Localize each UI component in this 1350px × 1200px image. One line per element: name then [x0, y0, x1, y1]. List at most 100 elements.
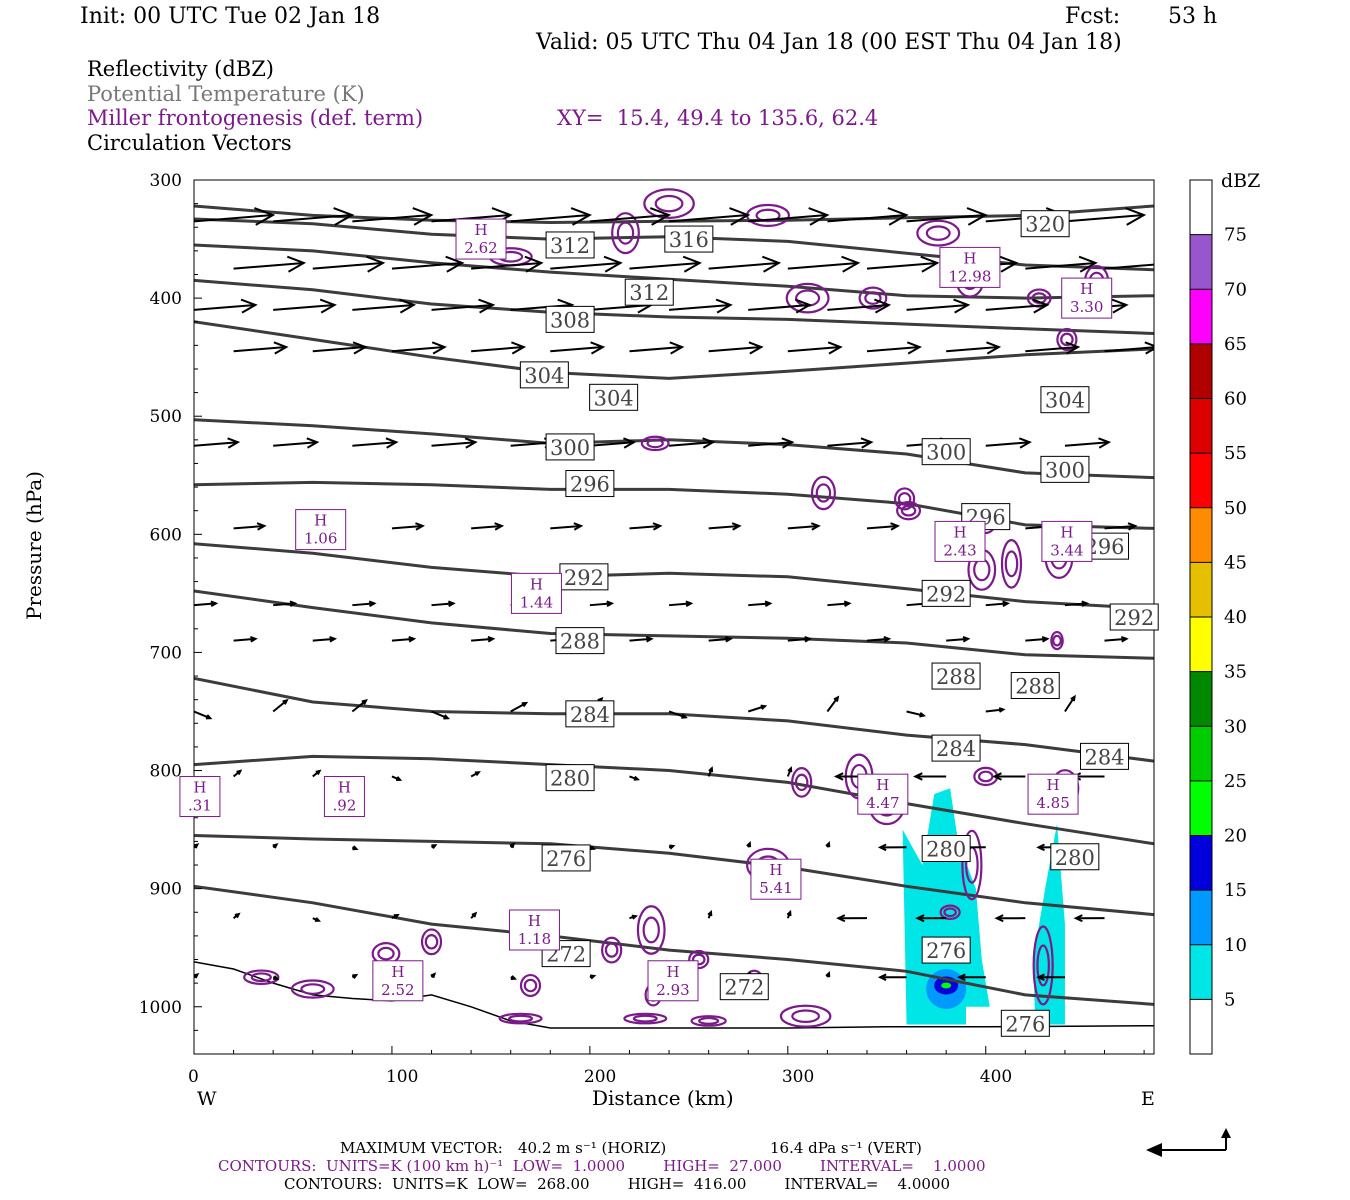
- frontogenesis-contour: [897, 492, 912, 506]
- vector-head: [1073, 914, 1083, 923]
- circulation-vector: [352, 214, 432, 223]
- isentrope-label: 280: [1055, 846, 1095, 870]
- circulation-vector: [1064, 602, 1087, 607]
- colorbar-segment: [1190, 671, 1212, 727]
- frontogenesis-contour: [250, 972, 272, 983]
- vector-head: [645, 635, 654, 643]
- circulation-vector: [471, 261, 542, 270]
- y-tick-label: 900: [150, 880, 182, 900]
- circulation-vector: [629, 524, 661, 530]
- frontogenesis-contour: [290, 979, 335, 999]
- vector-head: [329, 635, 338, 643]
- vector-head: [398, 298, 417, 314]
- vector-head: [906, 341, 922, 355]
- frontogenesis-high-marker: H: [530, 575, 543, 593]
- reflectivity-20-region: [941, 982, 952, 989]
- vector-head: [194, 843, 200, 849]
- isentrope-label-box: [664, 225, 714, 253]
- circulation-vector: [312, 261, 384, 270]
- vector-head: [833, 695, 840, 702]
- circulation-vector: [233, 346, 287, 353]
- isentrope-label: 288: [1015, 675, 1055, 699]
- max-vector-vertical: 16.4 dPa s⁻¹ (VERT): [770, 1139, 922, 1157]
- colorbar-label: 50: [1224, 498, 1247, 519]
- vector-head: [1036, 843, 1045, 852]
- frontogenesis-contour: [604, 942, 619, 958]
- reflectivity-5-region: [1033, 823, 1065, 1025]
- vector-head: [205, 714, 213, 720]
- vector-head: [1078, 255, 1098, 273]
- frontogenesis-contour: [519, 973, 542, 998]
- colorbar-label: 25: [1224, 771, 1247, 792]
- isentrope-label-box: [1040, 386, 1090, 414]
- vector-head: [804, 635, 813, 643]
- circulation-vector: [1025, 637, 1048, 642]
- frontogenesis-high-value: .31: [188, 797, 212, 815]
- vector-head: [920, 255, 940, 273]
- vector-head: [368, 600, 377, 608]
- frontogenesis-contour: [893, 487, 916, 511]
- circulation-vector: [1104, 637, 1127, 642]
- frontogenesis-high-marker: H: [1047, 776, 1060, 794]
- frontogenesis-contour: [810, 475, 836, 511]
- circulation-vector: [351, 699, 367, 713]
- circulation-vector: [1104, 346, 1154, 353]
- frontogenesis-high-marker: H: [193, 779, 206, 797]
- colorbar-label: 40: [1224, 607, 1247, 628]
- frontogenesis-contour: [900, 504, 917, 517]
- vector-head: [652, 522, 663, 531]
- isentrope-label: 304: [1045, 389, 1085, 413]
- vector-head: [953, 298, 971, 314]
- vector-head: [487, 635, 496, 643]
- vector-head: [841, 255, 861, 273]
- vector-head: [445, 255, 465, 273]
- circulation-vector: [510, 214, 590, 223]
- isentrope-label: 312: [550, 234, 590, 258]
- circulation-vector: [866, 524, 898, 530]
- vector-head: [1111, 298, 1129, 314]
- frontogenesis-contour: [785, 282, 830, 314]
- circulation-vector: [550, 524, 582, 530]
- frontogenesis-high-box: [455, 218, 507, 260]
- vector-head: [874, 298, 892, 314]
- circulation-vector: [946, 637, 969, 642]
- colorbar-label: 45: [1224, 552, 1247, 573]
- vector-head: [913, 772, 923, 781]
- vector-head: [994, 914, 1004, 923]
- vector-head: [746, 841, 752, 848]
- circulation-vector: [194, 710, 211, 720]
- vector-head: [966, 207, 988, 226]
- isentrope-label: 288: [936, 665, 976, 689]
- isentrope-label: 304: [594, 386, 634, 410]
- isentrope-label: 276: [1005, 1012, 1045, 1036]
- y-axis-title: Pressure (hPa): [22, 471, 46, 620]
- vector-head: [590, 341, 606, 355]
- isentrope-label-box: [931, 662, 981, 690]
- colorbar-segment: [1190, 617, 1212, 672]
- vector-head: [787, 766, 793, 773]
- vector-head: [729, 207, 751, 226]
- circulation-vector: [668, 710, 686, 719]
- isentrope-label-box: [519, 361, 569, 389]
- circulation-vector: [748, 214, 828, 223]
- vector-head: [1036, 973, 1045, 981]
- circulation-vector: [827, 214, 907, 223]
- isentrope-label: 312: [629, 281, 669, 305]
- colorbar-label: 10: [1224, 935, 1247, 956]
- frontogenesis-contour: [377, 946, 395, 961]
- x-axis-title: Distance (km): [592, 1086, 734, 1110]
- frontogenesis-high-box: [647, 960, 699, 1002]
- vector-head: [1002, 600, 1011, 608]
- circulation-vector: [985, 303, 1048, 311]
- isentrope-label-box: [565, 470, 615, 498]
- vector-head: [227, 437, 241, 449]
- isentrope-label-box: [589, 383, 639, 411]
- vector-head: [474, 771, 481, 777]
- vector-head: [524, 255, 544, 273]
- legend-circulation-vectors: Circulation Vectors: [87, 131, 292, 155]
- frontogenesis-contour: [943, 907, 957, 918]
- isentrope-280: [194, 754, 1154, 846]
- isentrope-label-box: [565, 700, 615, 728]
- frontogenesis-contour: [978, 770, 994, 783]
- frontogenesis-contour: [498, 1012, 543, 1025]
